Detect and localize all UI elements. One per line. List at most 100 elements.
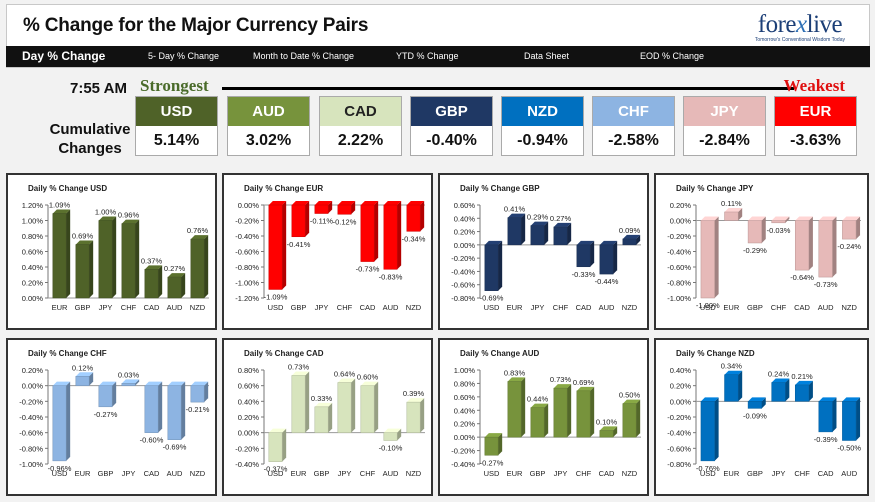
bar bbox=[599, 244, 614, 275]
data-label: 0.12% bbox=[72, 363, 94, 372]
bar-top bbox=[553, 384, 572, 389]
bar bbox=[121, 383, 136, 386]
x-tick-label: USD bbox=[700, 469, 716, 478]
bar-side bbox=[181, 273, 186, 298]
bar-top bbox=[771, 378, 790, 383]
cumulative-change-value: -3.63% bbox=[790, 132, 841, 149]
tab-eod-change[interactable]: EOD % Change bbox=[640, 51, 705, 61]
data-label: -0.09% bbox=[743, 411, 767, 420]
chart-title: Daily % Change JPY bbox=[676, 184, 754, 193]
bar-top bbox=[576, 240, 595, 245]
y-tick-label: -0.60% bbox=[667, 444, 691, 453]
bar-top bbox=[795, 380, 813, 385]
y-tick-label: -0.60% bbox=[235, 248, 259, 257]
bar-side bbox=[328, 402, 333, 433]
chart-eur: Daily % Change EUR -1.20% -1.00% -0.80% -0.6… bbox=[235, 184, 425, 312]
bar-side bbox=[112, 381, 117, 407]
bar bbox=[818, 401, 833, 433]
data-label: -0.41% bbox=[287, 240, 311, 249]
y-tick-label: 0.60% bbox=[454, 201, 476, 210]
x-tick-label: CHF bbox=[576, 469, 592, 478]
x-tick-label: NZD bbox=[406, 303, 422, 312]
bar-top bbox=[818, 216, 837, 221]
data-label: 0.76% bbox=[187, 226, 209, 235]
data-label: -0.27% bbox=[94, 410, 118, 419]
data-label: 0.34% bbox=[721, 362, 743, 371]
currency-box-nzd: NZD -0.94% bbox=[501, 96, 584, 156]
bar-side bbox=[135, 219, 140, 298]
tab-month-to-date-change[interactable]: Month to Date % Change bbox=[253, 51, 355, 61]
y-tick-label: 0.40% bbox=[454, 214, 476, 223]
bar bbox=[383, 204, 398, 270]
tab-5-day-change[interactable]: 5- Day % Change bbox=[148, 51, 220, 61]
bar bbox=[291, 204, 306, 238]
bar-side bbox=[544, 403, 549, 438]
bar-side bbox=[613, 426, 618, 438]
bar bbox=[530, 407, 545, 438]
bar-side bbox=[89, 372, 94, 386]
logo-tagline: Tomorrow's Conventional Wisdom Today bbox=[754, 37, 845, 43]
chart-title: Daily % Change AUD bbox=[460, 349, 539, 358]
tab-data-sheet[interactable]: Data Sheet bbox=[524, 51, 570, 61]
y-tick-label: -0.40% bbox=[667, 248, 691, 257]
x-tick-label: CAD bbox=[576, 303, 592, 312]
y-tick-label: 1.00% bbox=[454, 366, 476, 375]
y-tick-label: 0.40% bbox=[22, 263, 44, 272]
data-label: 0.41% bbox=[504, 205, 526, 214]
bar bbox=[52, 385, 67, 462]
data-label: 0.50% bbox=[619, 391, 641, 400]
currency-box-jpy: JPY -2.84% bbox=[683, 96, 766, 156]
bar bbox=[771, 220, 786, 224]
currency-code: NZD bbox=[502, 97, 583, 126]
bar bbox=[553, 226, 568, 246]
x-tick-label: AUD bbox=[383, 303, 399, 312]
bar-top bbox=[98, 216, 117, 221]
bar-side bbox=[498, 433, 503, 456]
y-tick-label: -0.80% bbox=[667, 279, 691, 288]
x-tick-label: CAD bbox=[818, 469, 834, 478]
bar-side bbox=[856, 397, 861, 441]
bar-side bbox=[567, 222, 572, 245]
bar-top bbox=[314, 402, 333, 407]
x-tick-label: JPY bbox=[554, 469, 568, 478]
data-label: 0.69% bbox=[573, 378, 595, 387]
bar-top bbox=[337, 378, 356, 383]
y-tick-label: -0.20% bbox=[451, 447, 475, 456]
bar-top bbox=[771, 216, 790, 221]
bar-top bbox=[795, 216, 813, 221]
bar-top bbox=[576, 386, 595, 391]
chart-aud: Daily % Change AUD -0.40% -0.20% 0.00% 0.20%… bbox=[451, 349, 641, 478]
y-tick-label: 0.00% bbox=[22, 294, 44, 303]
bar-side bbox=[738, 207, 743, 221]
x-tick-label: AUD bbox=[167, 303, 183, 312]
bar bbox=[190, 385, 205, 403]
x-tick-label: USD bbox=[268, 303, 284, 312]
x-tick-label: NZD bbox=[190, 469, 206, 478]
bar bbox=[314, 406, 329, 433]
x-tick-label: NZD bbox=[190, 303, 206, 312]
x-tick-label: CHF bbox=[337, 303, 353, 312]
data-label: -0.27% bbox=[480, 458, 504, 467]
data-label: -0.03% bbox=[767, 226, 791, 235]
forexlive-logo[interactable]: forexlive Tomorrow's Conventional Wisdom… bbox=[755, 11, 845, 43]
bar-top bbox=[167, 273, 186, 278]
page-title: % Change for the Major Currency Pairs bbox=[23, 15, 369, 36]
x-tick-label: CAD bbox=[360, 303, 376, 312]
y-tick-label: -1.00% bbox=[235, 279, 259, 288]
bar bbox=[576, 390, 591, 438]
bar-top bbox=[98, 381, 117, 386]
data-label: 0.33% bbox=[311, 394, 333, 403]
cumulative-change-value: -0.94% bbox=[517, 132, 568, 149]
data-label: 0.21% bbox=[791, 372, 813, 381]
chart-title: Daily % Change GBP bbox=[460, 184, 540, 193]
bar bbox=[724, 374, 739, 402]
bar bbox=[360, 204, 375, 262]
tab-day-change[interactable]: Day % Change bbox=[22, 49, 106, 63]
x-tick-label: JPY bbox=[122, 469, 136, 478]
x-tick-label: NZD bbox=[842, 303, 858, 312]
bar-top bbox=[599, 426, 618, 431]
tab-ytd-change[interactable]: YTD % Change bbox=[396, 51, 459, 61]
y-tick-label: -0.20% bbox=[667, 232, 691, 241]
bar-side bbox=[856, 216, 861, 240]
weakest-label: Weakest bbox=[783, 76, 845, 95]
